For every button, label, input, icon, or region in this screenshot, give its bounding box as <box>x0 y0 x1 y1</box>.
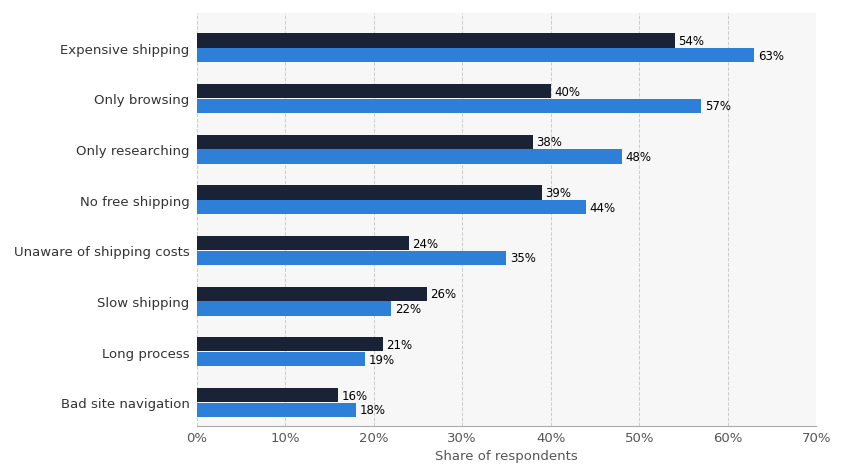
Bar <box>197 135 533 149</box>
Text: 54%: 54% <box>678 35 703 48</box>
Bar <box>197 337 382 352</box>
Text: 16%: 16% <box>341 389 367 402</box>
Text: 21%: 21% <box>386 338 412 351</box>
Bar <box>197 352 365 367</box>
Bar <box>197 251 506 265</box>
Bar <box>197 99 701 114</box>
Text: 40%: 40% <box>554 86 580 99</box>
Text: 22%: 22% <box>394 302 420 315</box>
Bar <box>197 85 550 99</box>
Bar <box>197 403 355 417</box>
X-axis label: Share of respondents: Share of respondents <box>435 449 577 462</box>
Text: 26%: 26% <box>430 288 456 301</box>
Text: 38%: 38% <box>536 136 562 149</box>
Text: 44%: 44% <box>589 201 615 214</box>
Text: 57%: 57% <box>704 100 730 113</box>
Text: 18%: 18% <box>359 403 385 416</box>
Bar <box>197 150 621 164</box>
Bar <box>197 34 674 49</box>
Bar <box>197 302 391 316</box>
Bar <box>197 287 426 301</box>
Bar <box>197 388 338 402</box>
Bar <box>197 186 541 200</box>
Bar <box>197 200 586 215</box>
Text: 39%: 39% <box>544 187 571 199</box>
Bar <box>197 237 408 251</box>
Text: 35%: 35% <box>510 252 535 265</box>
Text: 63%: 63% <box>757 50 783 62</box>
Bar <box>197 49 754 63</box>
Text: 19%: 19% <box>368 353 394 366</box>
Text: 24%: 24% <box>412 237 438 250</box>
Text: 48%: 48% <box>625 151 651 164</box>
